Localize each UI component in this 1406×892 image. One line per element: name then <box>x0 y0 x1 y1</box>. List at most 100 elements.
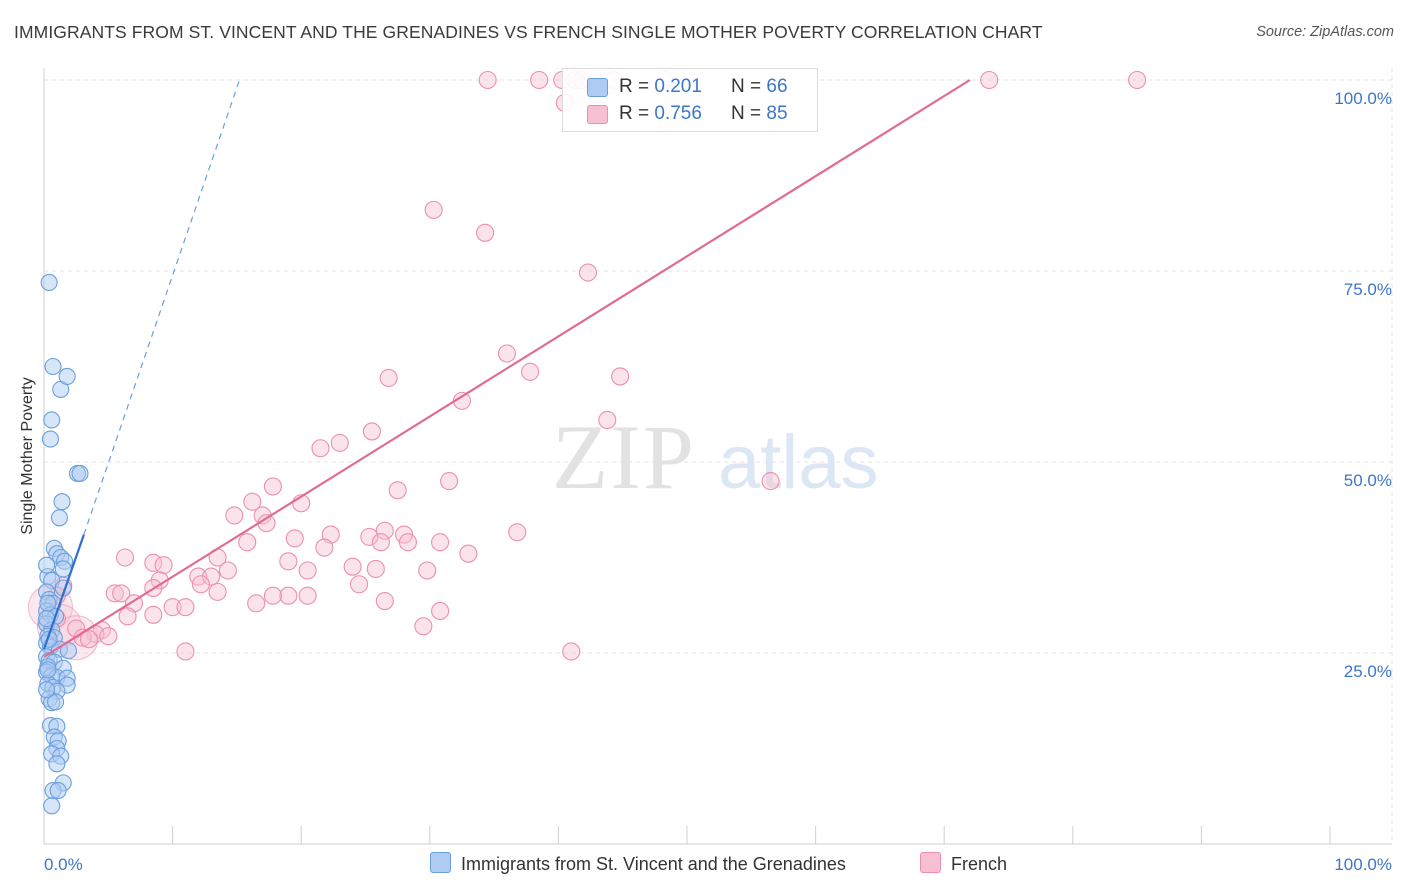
french-point <box>350 575 369 594</box>
immigrants-trend-line <box>42 534 85 650</box>
french-point <box>263 586 282 605</box>
french-point <box>298 586 317 605</box>
french-point <box>476 223 495 242</box>
legend-r-blue: R = 0.201 <box>619 76 702 97</box>
french-point <box>414 617 433 636</box>
french-point <box>360 527 379 546</box>
french-point <box>330 433 349 452</box>
french-point <box>279 586 298 605</box>
french-point <box>263 477 282 496</box>
french-point <box>99 627 118 646</box>
french-point <box>225 506 244 525</box>
legend-swatch-immigrants <box>430 852 451 873</box>
axis-layer: 25.0% 50.0% 75.0% 100.0% 0.0% 100.0% <box>43 68 1392 874</box>
french-point <box>366 559 385 579</box>
french-trend-line <box>43 79 971 658</box>
x-tick-label-min: 0.0% <box>44 855 83 874</box>
legend-row-blue: R = 0.201 N = 66 <box>563 73 817 101</box>
legend-swatch-pink <box>587 105 608 124</box>
french-point <box>176 642 195 661</box>
legend-swatch-blue <box>587 78 608 97</box>
legend-n-blue: N = 66 <box>731 76 788 97</box>
french-point <box>379 368 398 388</box>
immigrants-point <box>53 493 71 511</box>
french-point <box>478 70 497 90</box>
french-point <box>761 472 780 491</box>
french-point <box>424 200 443 219</box>
immigrants-point <box>44 357 62 376</box>
y-tick-label: 75.0% <box>1344 280 1392 299</box>
french-point <box>375 521 394 540</box>
french-point <box>388 481 407 500</box>
french-point <box>315 538 334 557</box>
french-point <box>362 422 381 441</box>
legend-row-pink: R = 0.756 N = 85 <box>563 100 817 128</box>
watermark-atlas: atlas <box>718 420 879 505</box>
french-point <box>191 575 210 594</box>
x-tick-label-max: 100.0% <box>1334 855 1392 874</box>
immigrants-point <box>43 797 61 815</box>
series-legend: Immigrants from St. Vincent and the Gren… <box>0 852 1406 878</box>
trend-layer <box>42 79 971 658</box>
french-point <box>398 533 417 552</box>
french-point <box>431 601 450 621</box>
french-point <box>375 591 394 611</box>
french-point <box>497 344 517 363</box>
french-point <box>343 557 362 576</box>
french-point <box>115 548 135 567</box>
immigrants-point <box>38 681 56 699</box>
french-point <box>530 70 549 90</box>
immigrants-point <box>40 273 58 292</box>
source-label: Source: ZipAtlas.com <box>1256 24 1394 40</box>
french-point <box>562 642 581 661</box>
french-point <box>418 561 437 580</box>
legend-item-french[interactable]: French <box>920 852 1007 875</box>
immigrants-point <box>39 661 57 679</box>
french-point <box>508 523 527 542</box>
immigrants-trend-line-extrapolated <box>83 79 241 535</box>
french-point <box>154 556 173 575</box>
points-layer <box>27 70 1147 815</box>
legend-r-pink: R = 0.756 <box>619 103 702 124</box>
french-point <box>118 607 137 626</box>
french-point <box>163 598 182 617</box>
french-point <box>144 605 163 624</box>
legend-label-immigrants: Immigrants from St. Vincent and the Gren… <box>461 854 846 874</box>
french-point <box>105 584 124 603</box>
immigrants-point <box>50 509 68 527</box>
immigrants-point <box>58 367 76 385</box>
y-tick-label: 100.0% <box>1334 89 1392 108</box>
french-point <box>311 439 330 458</box>
french-point <box>202 567 221 586</box>
french-point <box>578 263 598 282</box>
french-point <box>176 598 195 617</box>
french-point <box>208 582 227 601</box>
french-point <box>218 561 237 580</box>
french-point <box>279 552 298 571</box>
french-point <box>598 410 617 430</box>
french-point <box>243 492 262 511</box>
legend-label-french: French <box>951 854 1008 874</box>
immigrants-point <box>71 464 89 483</box>
immigrants-point <box>43 411 61 429</box>
immigrants-point <box>41 430 59 448</box>
legend-item-immigrants[interactable]: Immigrants from St. Vincent and the Gren… <box>430 852 846 875</box>
french-point <box>112 584 131 603</box>
y-tick-label: 50.0% <box>1344 471 1392 490</box>
immigrants-point <box>48 755 66 773</box>
french-point <box>238 533 257 552</box>
french-point <box>371 533 390 552</box>
french-point <box>459 544 478 563</box>
chart-title: IMMIGRANTS FROM ST. VINCENT AND THE GREN… <box>14 22 1043 42</box>
correlation-legend: R = 0.201 N = 66 R = 0.756 N = 85 <box>562 68 818 132</box>
french-point <box>1128 70 1147 90</box>
y-tick-label: 25.0% <box>1344 662 1392 681</box>
grid-layer <box>44 68 1393 844</box>
french-point <box>247 594 266 613</box>
french-point <box>431 533 450 552</box>
french-point <box>285 529 304 548</box>
immigrants-point <box>47 693 65 711</box>
french-point <box>611 367 630 386</box>
french-point <box>298 561 317 580</box>
